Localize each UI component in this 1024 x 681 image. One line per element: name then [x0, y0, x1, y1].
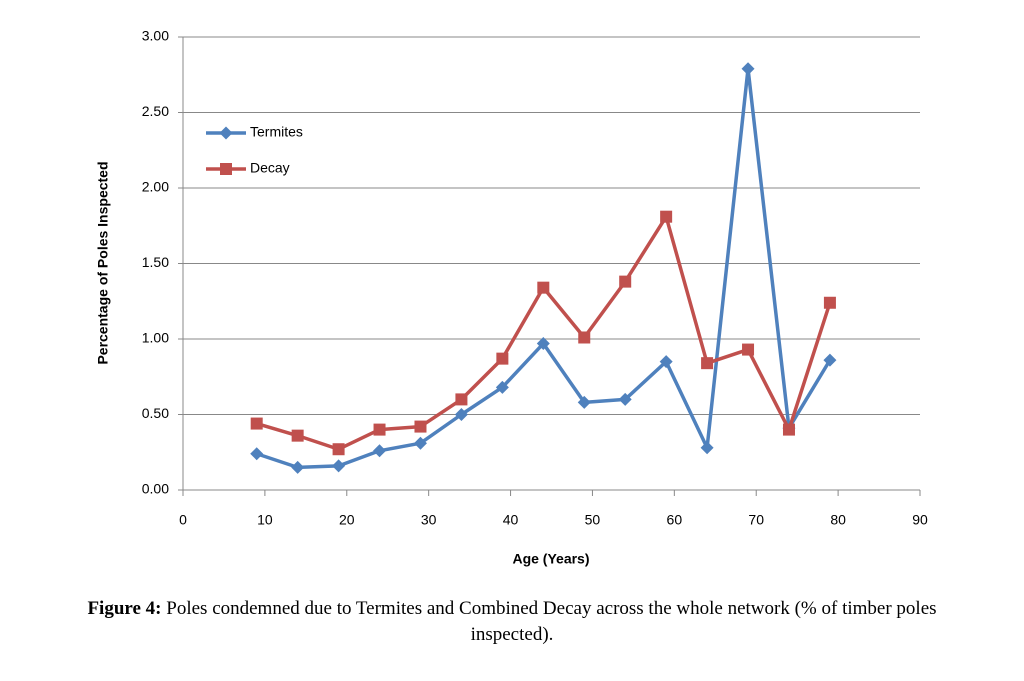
chart: Age (Years) Percentage of Poles Inspecte…: [95, 28, 928, 567]
x-axis-label: Age (Years): [512, 551, 589, 567]
marker: [741, 62, 755, 76]
marker: [291, 460, 305, 474]
marker: [373, 423, 386, 436]
legend-marker: [220, 163, 232, 175]
marker: [537, 281, 550, 294]
caption-label: Figure 4:: [87, 598, 162, 619]
marker: [414, 420, 427, 433]
marker: [618, 392, 632, 406]
marker: [332, 459, 346, 473]
y-tick-label: 2.50: [142, 103, 169, 119]
marker: [700, 441, 714, 455]
marker: [659, 355, 673, 369]
y-tick-label: 1.50: [142, 254, 169, 270]
x-tick-label: 80: [830, 512, 846, 528]
x-tick-label: 50: [585, 512, 601, 528]
marker: [332, 443, 345, 456]
y-tick-label: 0.50: [142, 405, 169, 421]
x-tick-label: 30: [421, 512, 437, 528]
x-tick-label: 40: [503, 512, 519, 528]
marker: [291, 429, 304, 442]
legend-label: Termites: [250, 124, 303, 140]
y-tick-label: 3.00: [142, 28, 169, 44]
legend-marker: [219, 126, 233, 140]
marker: [823, 296, 836, 309]
x-tick-label: 90: [912, 512, 928, 528]
marker: [578, 331, 591, 344]
marker: [536, 337, 550, 351]
x-tick-label: 0: [179, 512, 187, 528]
x-tick-label: 60: [667, 512, 683, 528]
marker: [701, 357, 714, 370]
marker: [495, 380, 509, 394]
marker: [250, 447, 264, 461]
marker: [619, 275, 632, 288]
marker: [660, 210, 673, 223]
y-axis-label: Percentage of Poles Inspected: [95, 161, 111, 364]
y-tick-label: 0.00: [142, 481, 169, 497]
legend-label: Decay: [250, 160, 290, 176]
marker: [250, 417, 263, 430]
y-tick-label: 2.00: [142, 179, 169, 195]
marker: [823, 353, 837, 367]
series-line: [256, 66, 832, 470]
marker: [454, 408, 468, 421]
x-tick-label: 20: [339, 512, 355, 528]
marker: [455, 393, 468, 406]
x-tick-label: 70: [748, 512, 764, 528]
caption-text: Poles condemned due to Termites and Comb…: [166, 598, 937, 645]
y-tick-label: 1.00: [142, 330, 169, 346]
marker: [413, 436, 427, 450]
marker: [577, 395, 591, 409]
caption: Figure 4: Poles condemned due to Termite…: [62, 596, 962, 648]
marker: [742, 343, 755, 356]
x-tick-label: 10: [257, 512, 273, 528]
marker: [782, 423, 795, 436]
marker: [496, 352, 509, 365]
marker: [373, 444, 387, 458]
